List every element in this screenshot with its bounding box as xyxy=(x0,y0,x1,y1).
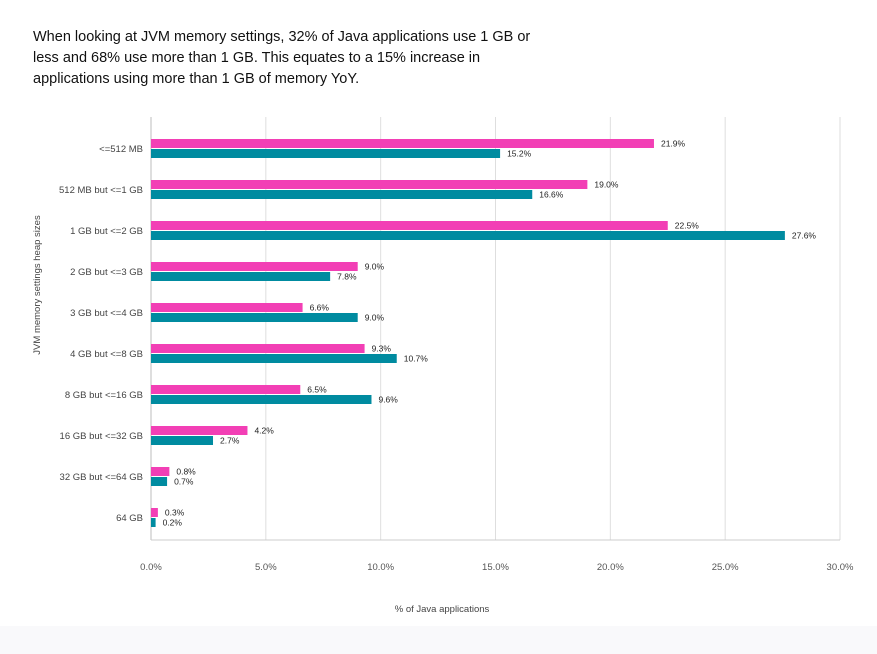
data-label: 15.2% xyxy=(507,149,532,159)
data-label: 9.3% xyxy=(372,344,392,354)
bar-2023 xyxy=(151,467,170,476)
data-label: 9.0% xyxy=(365,262,385,272)
bar-2024 xyxy=(151,272,331,281)
bar-2024 xyxy=(151,436,214,445)
data-label: 9.0% xyxy=(365,313,385,323)
data-label: 0.2% xyxy=(163,518,183,528)
x-axis-title: % of Java applications xyxy=(395,604,490,615)
bar-2024 xyxy=(151,395,372,404)
x-tick-label: 25.0% xyxy=(712,562,739,573)
x-tick-label: 0.0% xyxy=(140,562,162,573)
x-tick-label: 5.0% xyxy=(255,562,277,573)
data-label: 6.6% xyxy=(310,303,330,313)
category-label: 16 GB but <=32 GB xyxy=(60,431,143,442)
data-labels: 21.9% 15.2% 19.0% 16.6% 22.5% 27.6% 9.0% 7.8% 6.… xyxy=(163,139,817,528)
chart-headline: When looking at JVM memory settings, 32%… xyxy=(33,29,531,87)
x-tick-label: 20.0% xyxy=(597,562,624,573)
bar-2023 xyxy=(151,262,358,271)
category-label: 3 GB but <=4 GB xyxy=(70,308,143,319)
bars xyxy=(151,139,785,527)
category-labels: <=512 MB 512 MB but <=1 GB 1 GB but <=2 GB… xyxy=(59,144,143,524)
bar-2024 xyxy=(151,518,156,527)
bar-2023 xyxy=(151,385,301,394)
data-label: 27.6% xyxy=(792,231,817,241)
category-label: 1 GB but <=2 GB xyxy=(70,226,143,237)
category-label: 4 GB but <=8 GB xyxy=(70,349,143,360)
bar-2024 xyxy=(151,149,501,158)
x-tick-label: 10.0% xyxy=(367,562,394,573)
data-label: 6.5% xyxy=(307,385,327,395)
bar-2023 xyxy=(151,426,248,435)
data-label: 9.6% xyxy=(378,395,398,405)
category-label: 64 GB xyxy=(116,513,143,524)
data-label: 0.8% xyxy=(176,467,196,477)
bar-2024 xyxy=(151,231,785,240)
data-label: 19.0% xyxy=(594,180,619,190)
bar-2023 xyxy=(151,303,303,312)
bar-2023 xyxy=(151,508,158,517)
x-tick-label: 15.0% xyxy=(482,562,509,573)
data-label: 4.2% xyxy=(254,426,274,436)
category-label: 32 GB but <=64 GB xyxy=(60,472,143,483)
data-label: 10.7% xyxy=(404,354,429,364)
y-axis-title: JVM memory settings heap sizes xyxy=(32,215,43,355)
data-label: 22.5% xyxy=(675,221,700,231)
data-label: 16.6% xyxy=(539,190,564,200)
category-label: 2 GB but <=3 GB xyxy=(70,267,143,278)
bar-2024 xyxy=(151,354,397,363)
bar-2024 xyxy=(151,190,533,199)
data-label: 7.8% xyxy=(337,272,357,282)
data-label: 2.7% xyxy=(220,436,240,446)
x-axis-ticks: 0.0% 5.0% 10.0% 15.0% 20.0% 25.0% 30.0% xyxy=(140,562,854,573)
category-label: 512 MB but <=1 GB xyxy=(59,185,143,196)
bar-2023 xyxy=(151,139,654,148)
bar-2024 xyxy=(151,313,358,322)
x-tick-label: 30.0% xyxy=(827,562,854,573)
category-label: <=512 MB xyxy=(99,144,143,155)
footer-band xyxy=(0,626,877,654)
data-label: 0.7% xyxy=(174,477,194,487)
data-label: 0.3% xyxy=(165,508,185,518)
bar-2024 xyxy=(151,477,168,486)
bar-2023 xyxy=(151,180,588,189)
data-label: 21.9% xyxy=(661,139,686,149)
bar-2023 xyxy=(151,221,668,230)
bar-2023 xyxy=(151,344,365,353)
category-label: 8 GB but <=16 GB xyxy=(65,390,143,401)
